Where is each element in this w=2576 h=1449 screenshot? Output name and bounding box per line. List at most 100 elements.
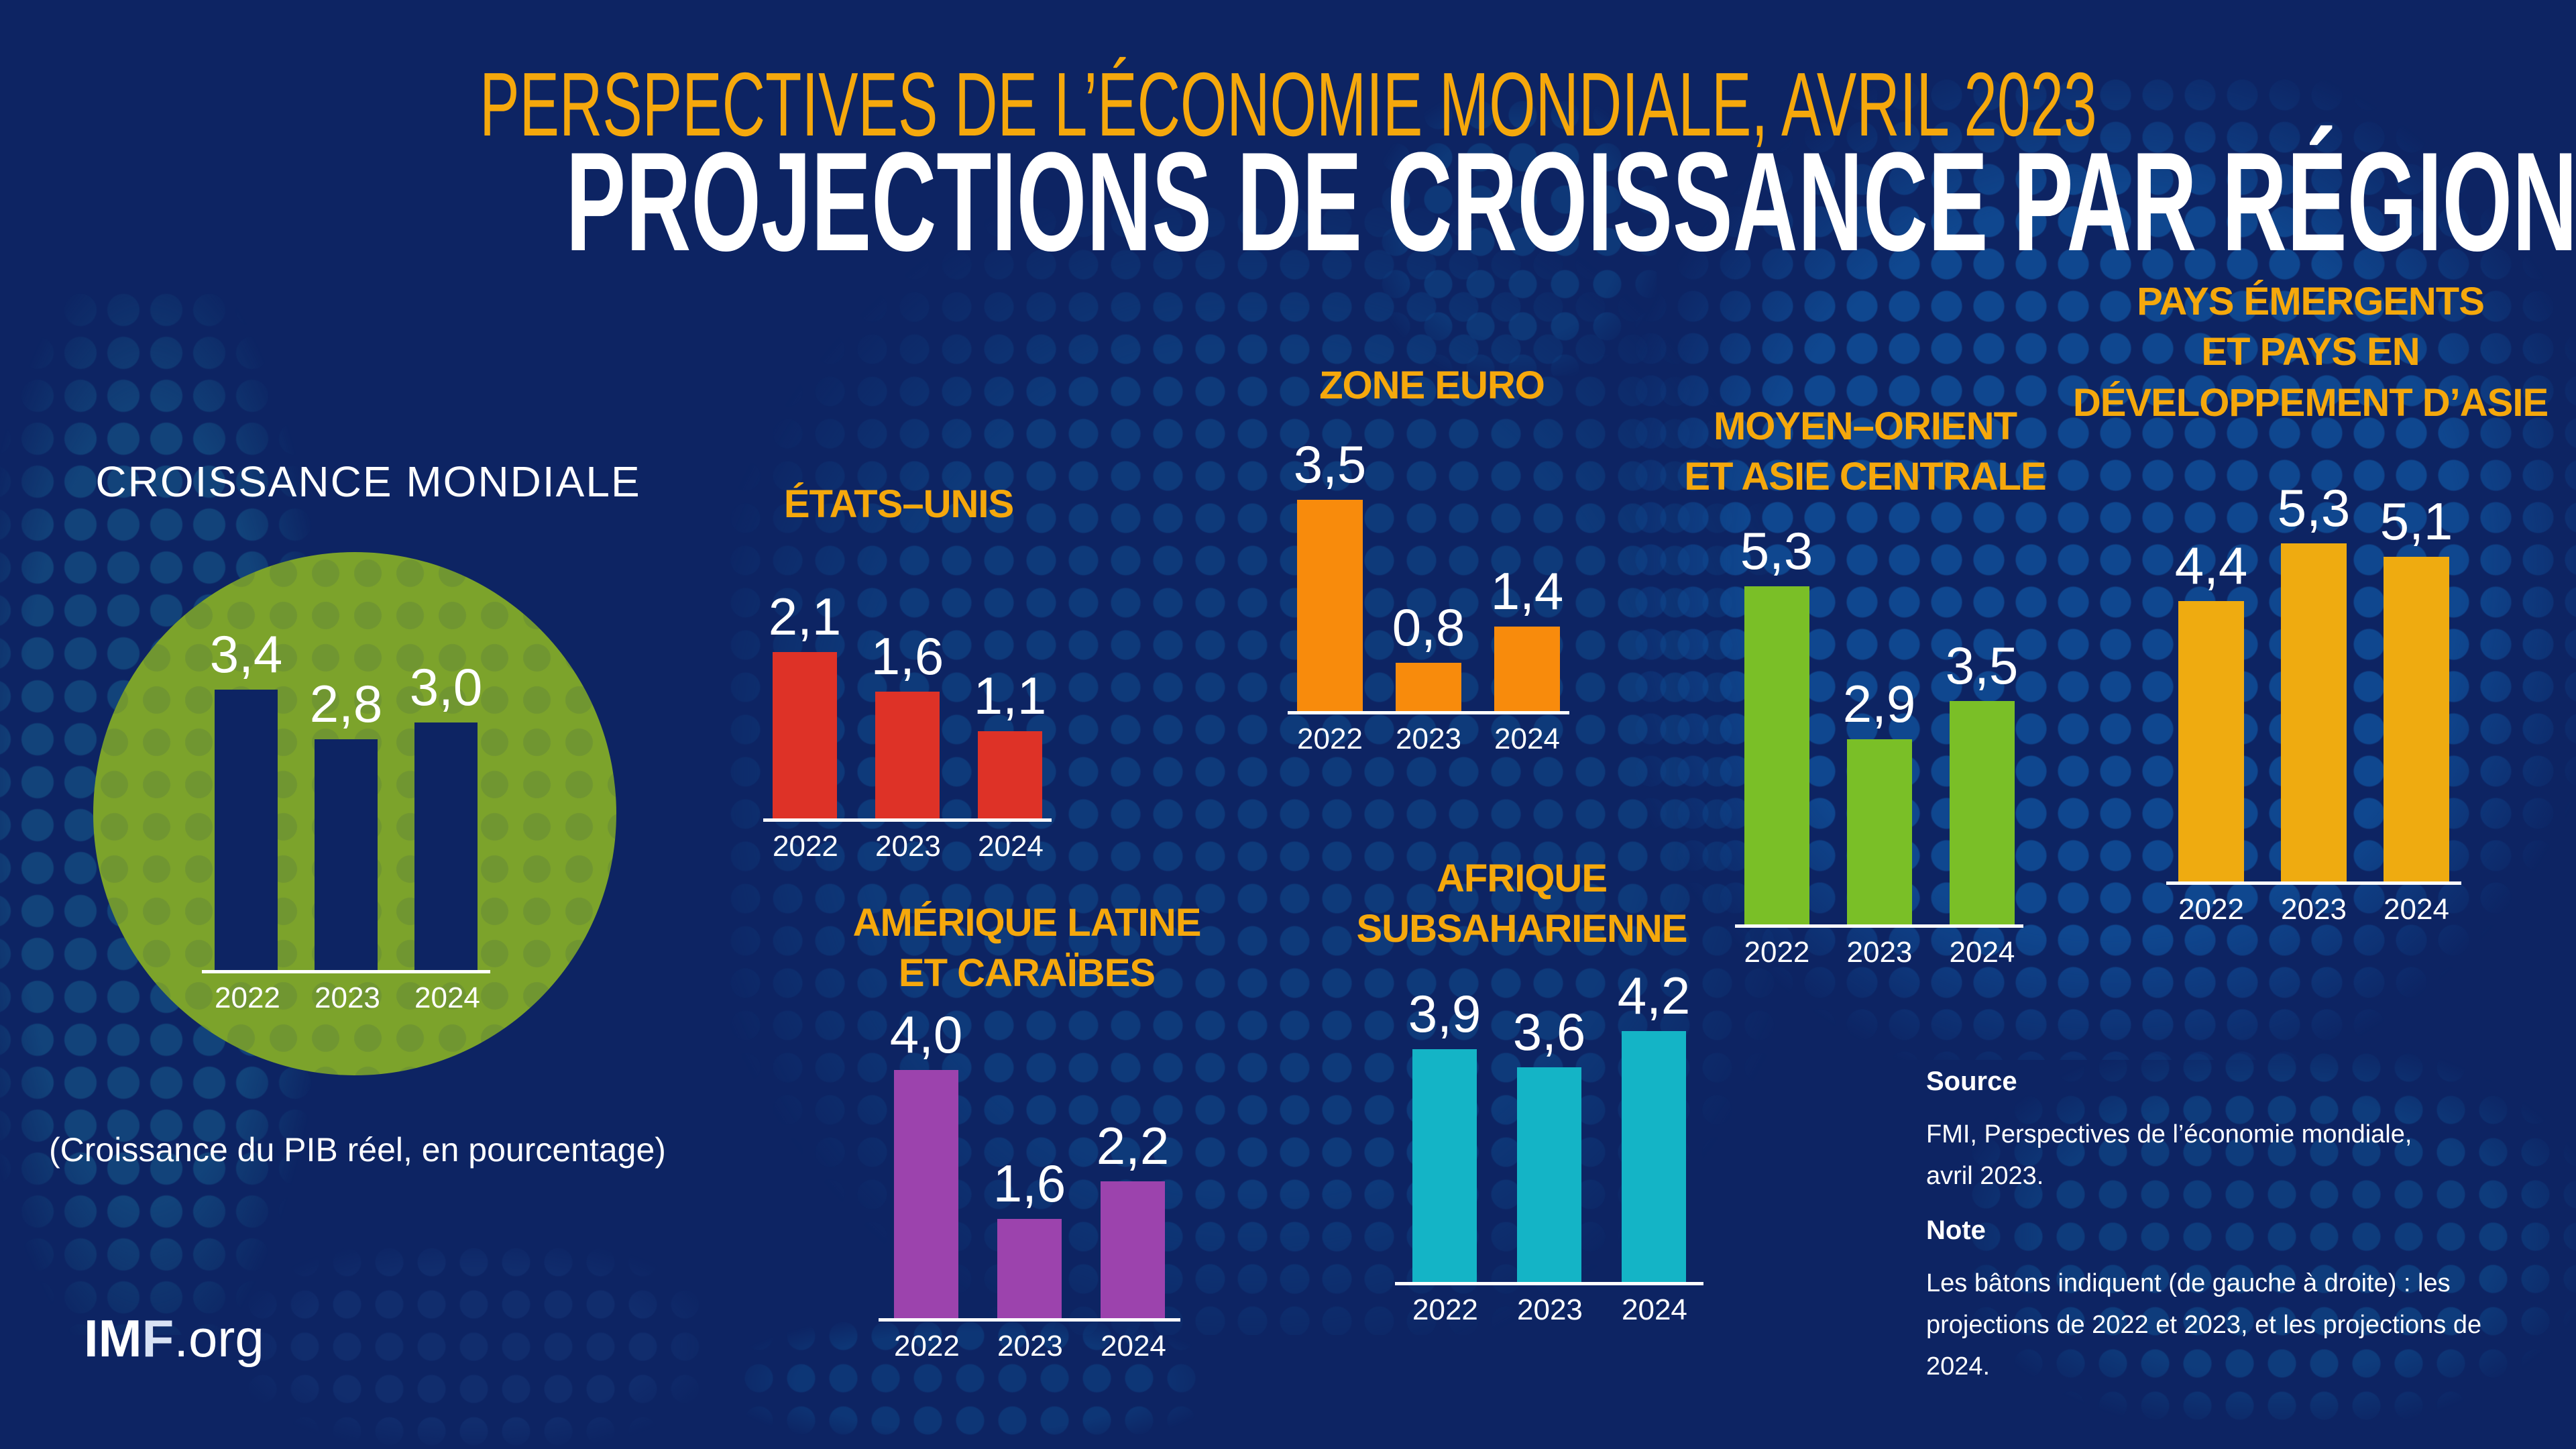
bar-group: 2,8 [310,609,382,970]
source-line: avril 2023. [1926,1162,2044,1190]
bar-value-label: 3,0 [409,657,483,716]
bar-group: 3,0 [410,609,482,970]
bar-group: 1,1 [974,572,1046,818]
report-kicker: PERSPECTIVES DE L’ÉCONOMIE MONDIALE, AVR… [0,59,2576,150]
note-label: Note [1926,1216,1986,1245]
chart-title-etats-unis: ÉTATS–UNIS [463,479,1335,529]
bar-value-label: 2,1 [768,587,842,646]
bar-group: 3,9 [1408,951,1481,1282]
year-label: 2023 [875,830,941,863]
bar-value-label: 0,8 [1392,598,1465,657]
bar-group: 4,0 [890,989,962,1318]
bar [1101,1181,1165,1318]
bar-plot: 3,5 0,8 1,4 [1288,419,1569,714]
year-label: 2024 [1949,936,2015,969]
year-label: 2024 [978,830,1044,863]
chart-title-line: ÉTATS–UNIS [783,482,1014,526]
chart-title-moyen-orient-asie-centrale: MOYEN–ORIENT ET ASIE CENTRALE [1429,401,2301,502]
chart-title-line: ZONE EURO [1319,364,1545,407]
bar-value-label: 5,1 [2379,492,2453,551]
logo-im: IM [84,1309,142,1368]
chart-title-line: PAYS ÉMERGENTS [2137,280,2485,323]
bar-group: 5,3 [2277,463,2351,881]
map-dot-field-bottom-center [738,1315,1207,1449]
year-label: 2024 [2384,893,2449,926]
bar-group: 4,4 [2174,463,2248,881]
bar-value-label: 4,0 [889,1005,963,1064]
source-line: FMI, Perspectives de l’économie mondiale… [1926,1120,2412,1148]
bar [1297,500,1363,711]
bar-plot: 4,4 5,3 5,1 [2166,463,2461,885]
chart-title-line: AFRIQUE [1437,857,1608,900]
chart-title-line: AMÉRIQUE LATINE [852,901,1202,945]
year-label: 2024 [1101,1330,1166,1362]
bar-group: 5,3 [1740,506,1813,924]
chart-title-line: ET CARAÏBES [898,951,1156,996]
year-label: 2023 [2281,893,2347,926]
year-axis: 2022 2023 2024 [763,829,1052,865]
year-label: 2022 [1297,722,1363,755]
year-axis: 2022 2023 2024 [2166,892,2461,928]
logo-f: F [142,1309,174,1368]
year-label: 2022 [773,830,838,863]
chart-title-line: DÉVELOPPEMENT D’ASIE [2072,380,2549,425]
bar-value-label: 5,3 [2277,478,2351,537]
bar-group: 1,4 [1490,419,1564,711]
year-label: 2023 [315,981,380,1014]
bar-value-label: 3,5 [1945,636,2019,695]
bar-value-label: 5,3 [1740,521,1813,580]
bar-group: 5,1 [2380,463,2453,881]
bar [997,1219,1062,1318]
page-title-text: PROJECTIONS DE CROISSANCE PAR RÉGION [565,123,2576,280]
bar-plot: 4,0 1,6 2,2 [879,989,1180,1322]
bar-value-label: 4,2 [1617,966,1691,1025]
chart-title-line: MOYEN–ORIENT [1713,405,2017,448]
report-kicker-text: PERSPECTIVES DE L’ÉCONOMIE MONDIALE, AVR… [479,54,2097,155]
note-block: Note Les bâtons indiquent (de gauche à d… [1926,1214,2481,1387]
bar [1846,739,1912,924]
year-label: 2024 [1622,1293,1687,1326]
year-label: 2024 [1494,722,1560,755]
bar [2384,557,2449,881]
note-line: projections de 2022 et 2023, et les proj… [1926,1311,2482,1339]
year-label: 2022 [1744,936,1810,969]
year-label: 2022 [894,1330,960,1362]
bar [1412,1049,1477,1282]
map-dot-field-oceania [1965,1046,2576,1422]
map-dot-field-bottom-left [241,1241,711,1449]
bar-value-label: 2,9 [1842,674,1916,733]
bar-plot: 3,9 3,6 4,2 [1395,951,1703,1285]
bar-value-label: 1,1 [973,666,1047,725]
bar-value-label: 3,9 [1408,984,1481,1043]
bar-value-label: 3,6 [1512,1002,1586,1061]
note-lines: Les bâtons indiquent (de gauche à droite… [1926,1263,2481,1387]
bar-plot: 3,4 2,8 3,0 [202,609,490,973]
bar-value-label: 1,6 [871,627,944,686]
bar [1622,1031,1686,1282]
bar [894,1070,958,1318]
bar-group: 2,9 [1843,506,1915,924]
chart-title-croissance-mondiale: CROISSANCE MONDIALE [0,454,804,510]
imf-org-logo[interactable]: IMF.org [84,1312,264,1364]
bar [1949,701,2015,924]
chart-title-afrique-subsaharienne: AFRIQUE SUBSAHARIENNE [1086,853,1958,955]
bar-value-label: 4,4 [2174,536,2248,595]
bar-value-label: 1,6 [993,1154,1066,1213]
chart-title-amerique-latine-caraibes: AMÉRIQUE LATINE ET CARAÏBES [591,898,1463,999]
bar [2281,543,2347,881]
bar-value-label: 1,4 [1490,561,1564,621]
bar [1494,627,1560,711]
bar-group: 2,2 [1097,989,1169,1318]
source-label: Source [1926,1067,2017,1096]
bar-plot: 2,1 1,6 1,1 [763,572,1052,822]
year-axis: 2022 2023 2024 [1288,722,1569,757]
year-label: 2023 [1396,722,1461,755]
bar-group: 1,6 [993,989,1066,1318]
